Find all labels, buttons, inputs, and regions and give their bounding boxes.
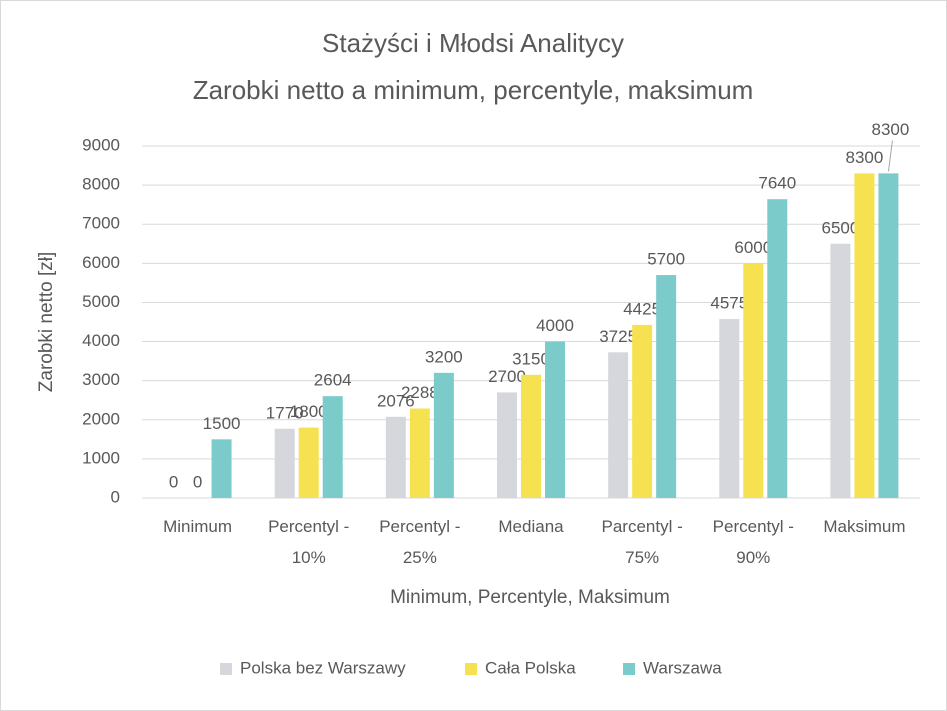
leader-line [887, 140, 893, 172]
bar [719, 319, 740, 498]
legend-swatch [623, 663, 635, 675]
chart-subtitle: Zarobki netto a minimum, percentyle, mak… [193, 75, 754, 105]
y-tick-label: 2000 [82, 409, 120, 428]
legend-label: Polska bez Warszawy [240, 658, 406, 677]
x-tick-label: Maksimum [823, 517, 906, 536]
y-tick-label: 6000 [82, 253, 120, 272]
y-axis-label: Zarobki netto [zł] [36, 252, 57, 392]
data-label: 2288 [401, 383, 439, 402]
bar [322, 396, 343, 498]
data-label: 4000 [536, 316, 574, 335]
data-label: 3725 [599, 327, 637, 346]
data-label: 2076 [377, 391, 415, 410]
y-tick-label: 8000 [82, 175, 120, 194]
data-label: 7640 [758, 174, 796, 193]
data-label: 8300 [872, 120, 910, 139]
bar [521, 374, 541, 498]
bar [433, 372, 454, 498]
bar [830, 243, 851, 498]
bar [409, 408, 430, 498]
legend-label: Cała Polska [485, 658, 576, 677]
data-label: 0 [193, 472, 202, 491]
data-label: 8300 [846, 148, 884, 167]
legend-swatch [465, 663, 477, 675]
bar [298, 427, 319, 498]
y-tick-label: 7000 [82, 214, 120, 233]
y-tick-label: 5000 [82, 292, 120, 311]
x-tick-label: Parcentyl - 75% [601, 517, 683, 567]
x-tick-label: Percentyl - 25% [379, 517, 461, 567]
bar [545, 341, 565, 498]
bar [211, 439, 232, 498]
bar [497, 392, 517, 498]
bar [608, 352, 629, 498]
data-label: 2700 [488, 367, 526, 386]
x-tick-label: Minimum [163, 517, 233, 536]
legend-swatch [220, 663, 232, 675]
y-tick-label: 1000 [82, 448, 120, 467]
x-tick-label: Mediana [498, 517, 564, 536]
x-tick-label: Percentyl - 10% [268, 517, 350, 567]
legend-label: Warszawa [643, 658, 722, 677]
y-tick-label: 9000 [82, 135, 120, 154]
y-tick-label: 3000 [82, 370, 120, 389]
chart-title: Stażyści i Młodsi Analitycy [322, 28, 624, 58]
bar [743, 263, 764, 498]
bar [878, 173, 899, 498]
x-tick-label: Percentyl - 90% [712, 517, 794, 567]
data-label: 5700 [647, 250, 685, 269]
data-label: 0 [169, 472, 178, 491]
bar [274, 428, 295, 498]
data-label: 2604 [314, 371, 352, 390]
data-label: 6000 [734, 238, 772, 257]
bar [854, 173, 875, 498]
x-axis-label: Minimum, Percentyle, Maksimum [390, 587, 670, 608]
data-label: 4425 [623, 299, 661, 318]
y-tick-label: 0 [111, 487, 120, 506]
data-label: 1800 [290, 402, 328, 421]
data-label: 6500 [822, 218, 860, 237]
data-label: 1770 [266, 403, 304, 422]
bar [767, 199, 788, 499]
bar [385, 416, 406, 498]
bar [632, 324, 653, 498]
y-tick-label: 4000 [82, 331, 120, 350]
data-label: 3200 [425, 347, 463, 366]
bar [656, 275, 677, 498]
data-label: 4575 [710, 294, 748, 313]
data-label: 3150 [512, 349, 550, 368]
data-label: 1500 [203, 414, 241, 433]
